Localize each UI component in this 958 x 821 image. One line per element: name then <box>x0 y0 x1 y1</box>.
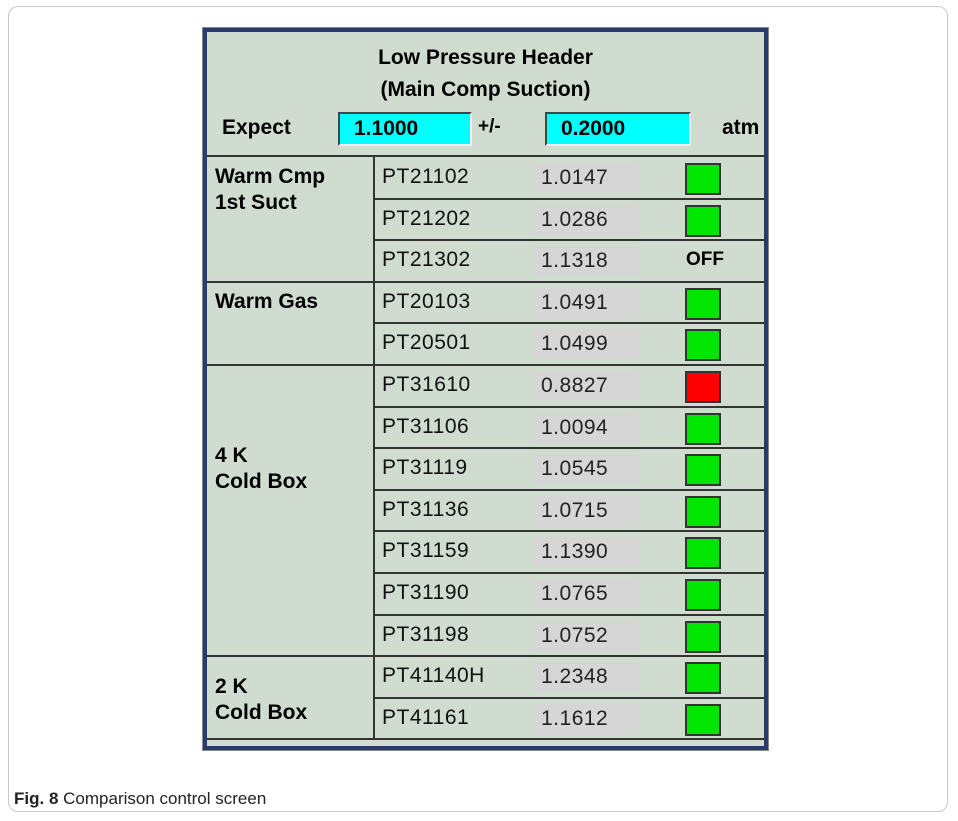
status-indicator <box>685 537 721 570</box>
sensor-value: 1.0752 <box>533 620 639 651</box>
tolerance-value: 0.2000 <box>545 112 691 146</box>
sensor-tag: PT31136 <box>382 497 470 521</box>
header-title: Low Pressure Header <box>378 46 593 69</box>
sensor-value: 1.0715 <box>533 495 639 526</box>
row-line <box>373 572 764 574</box>
expect-label: Expect <box>222 116 291 139</box>
status-indicator <box>685 620 721 653</box>
sensor-value: 1.0147 <box>533 163 639 193</box>
figure-frame <box>8 6 948 812</box>
sensor-value: 1.0094 <box>533 412 639 443</box>
sensor-tag: PT31610 <box>382 373 471 396</box>
sensor-tag: PT31119 <box>382 456 468 480</box>
status-indicator <box>685 703 721 736</box>
sensor-value: 0.8827 <box>533 371 639 401</box>
caption-text: Comparison control screen <box>63 789 267 808</box>
sensor-tag: PT41140H <box>382 664 485 688</box>
sensor-tag: PT31198 <box>382 622 470 646</box>
unit-label: atm <box>722 116 760 139</box>
row-line <box>373 530 764 533</box>
tolerance-label: +/- <box>478 116 501 137</box>
group-label: 1st Suct <box>215 191 297 214</box>
row-line <box>373 405 764 408</box>
sensor-tag: PT31190 <box>382 581 470 604</box>
group-label: Warm Cmp <box>215 165 326 188</box>
caption: Fig. 8 Comparison control screen <box>14 789 266 809</box>
group-label: 4 K <box>215 443 248 467</box>
sensor-tag: PT21302 <box>382 248 471 272</box>
expect-value: 1.1000 <box>338 112 472 146</box>
sensor-value: 1.1612 <box>533 703 639 734</box>
group-label: Cold Box <box>215 700 308 724</box>
sensor-tag: PT20103 <box>382 289 471 313</box>
status-text: OFF <box>686 249 724 271</box>
row-line <box>207 655 764 658</box>
status-indicator <box>685 163 721 195</box>
sensor-tag: PT21202 <box>382 206 471 230</box>
sensor-value: 1.1390 <box>533 537 639 568</box>
status-indicator <box>685 579 721 611</box>
table-top-line <box>207 155 764 157</box>
sensor-tag: PT20501 <box>382 331 471 355</box>
sensor-tag: PT31106 <box>382 414 470 438</box>
row-line <box>373 613 764 616</box>
status-indicator <box>685 371 721 403</box>
sensor-tag: PT31159 <box>382 539 470 563</box>
row-line <box>373 447 764 450</box>
status-indicator <box>685 287 721 320</box>
row-line <box>207 364 764 366</box>
status-indicator <box>685 662 721 695</box>
row-line <box>207 280 764 283</box>
status-indicator <box>685 329 721 362</box>
sensor-value: 1.0286 <box>533 204 639 235</box>
control-panel <box>202 27 769 751</box>
row-line <box>373 322 764 325</box>
caption-label: Fig. 8 <box>14 789 59 808</box>
sensor-value: 1.0765 <box>533 579 639 609</box>
row-line <box>207 738 764 741</box>
group-label: Cold Box <box>215 469 308 493</box>
sensor-tag: PT41161 <box>382 705 470 729</box>
row-line <box>373 197 764 200</box>
status-indicator <box>685 204 721 237</box>
sensor-value: 1.1318 <box>533 246 639 277</box>
sensor-value: 1.0545 <box>533 454 639 485</box>
row-line <box>373 239 764 242</box>
sensor-value: 1.2348 <box>533 662 639 693</box>
sensor-value: 1.0499 <box>533 329 639 360</box>
sensor-tag: PT21102 <box>382 165 470 188</box>
header-title: (Main Comp Suction) <box>380 78 591 101</box>
status-indicator <box>685 454 721 487</box>
row-line <box>373 488 764 491</box>
status-indicator <box>685 495 721 528</box>
status-indicator <box>685 412 721 445</box>
sensor-value: 1.0491 <box>533 287 639 318</box>
row-line <box>373 696 764 699</box>
group-label: Warm Gas <box>215 289 319 313</box>
group-label: 2 K <box>215 674 248 698</box>
